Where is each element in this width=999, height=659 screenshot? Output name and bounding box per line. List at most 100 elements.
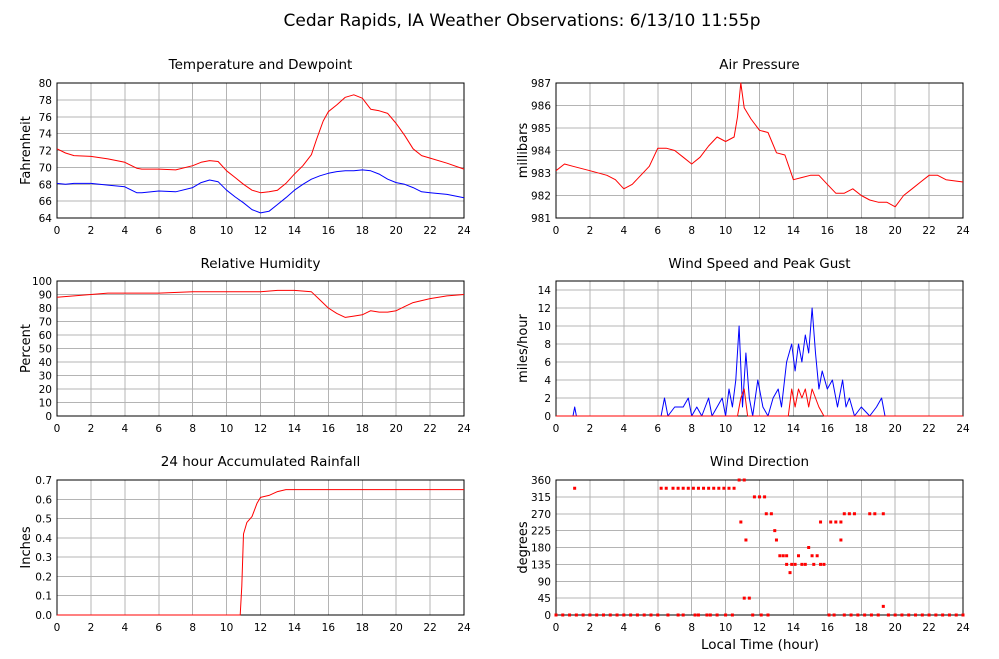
rain-y-tick-label: 0.4 [35, 533, 52, 545]
wind-x-tick-label: 24 [956, 423, 970, 435]
direction-series-1-point [601, 613, 605, 617]
humidity-x-tick-label: 22 [423, 423, 436, 435]
humidity-panel: 0 2 4 6 8 10 12 14 16 18 20 22 240102030405060708090… [19, 256, 471, 435]
wind-x-tick-label: 14 [787, 423, 801, 435]
direction-series-0-point [722, 486, 726, 490]
humidity-x-tick-label: 20 [389, 423, 402, 435]
temp-series-1-line [56, 169, 465, 214]
direction-series-1-point [574, 613, 578, 617]
direction-series-0-point [737, 478, 741, 482]
direction-series-1-point [869, 613, 873, 617]
rain-panel: 0 2 4 6 8 10 12 14 16 18 20 22 240.00.10.20.30.40.50… [19, 454, 471, 634]
temp-x-tick-label: 10 [220, 225, 233, 237]
direction-series-1-point [927, 613, 931, 617]
direction-series-0-point [671, 486, 675, 490]
direction-x-tick-label: 24 [956, 622, 970, 634]
rain-x-tick-label: 4 [121, 622, 128, 634]
direction-series-0-point [744, 538, 748, 542]
humidity-series-0-line [56, 289, 465, 318]
direction-series-0-point [752, 495, 756, 499]
pressure-y-tick-label: 986 [531, 101, 551, 113]
pressure-plot-frame [555, 82, 964, 219]
pressure-series-0-line [555, 82, 964, 208]
temp-y-tick-label: 80 [39, 78, 52, 90]
rain-x-tick-label: 22 [423, 622, 436, 634]
rain-y-tick-label: 0.3 [35, 552, 52, 564]
direction-x-tick-label: 0 [553, 622, 560, 634]
pressure-y-tick-label: 982 [531, 191, 551, 203]
wind-chart-title: Wind Speed and Peak Gust [668, 256, 850, 272]
direction-series-1-point [954, 613, 958, 617]
rain-x-tick-label: 18 [356, 622, 369, 634]
rain-y-tick-label: 0.2 [35, 571, 52, 583]
direction-y-axis-label: degrees [516, 521, 531, 574]
temp-y-axis-label: Fahrenheit [19, 116, 34, 185]
humidity-y-tick-label: 90 [39, 290, 52, 302]
wind-y-tick-label: 12 [538, 303, 551, 315]
rain-x-tick-label: 24 [457, 622, 471, 634]
humidity-y-tick-label: 60 [39, 330, 52, 342]
rain-y-axis-label: Inches [19, 526, 34, 568]
direction-series-0-point [842, 512, 846, 516]
wind-y-tick-label: 14 [538, 285, 552, 297]
direction-series-1-point [827, 613, 831, 617]
direction-series-0-point [686, 486, 690, 490]
direction-series-1-point [708, 613, 712, 617]
direction-series-1-point [856, 613, 860, 617]
direction-series-1-point [622, 613, 626, 617]
humidity-y-tick-label: 70 [39, 317, 52, 329]
direction-series-0-point [829, 520, 833, 524]
direction-series-1-point [832, 613, 836, 617]
pressure-y-tick-label: 984 [531, 146, 551, 158]
humidity-chart-title: Relative Humidity [201, 256, 321, 272]
direction-series-0-point [742, 478, 746, 482]
pressure-x-tick-label: 18 [855, 225, 868, 237]
pressure-x-tick-label: 14 [787, 225, 801, 237]
page-title: Cedar Rapids, IA Weather Observations: 6… [283, 11, 760, 31]
x-axis-label: Local Time (hour) [701, 637, 819, 653]
direction-series-0-point [873, 512, 877, 516]
wind-x-tick-label: 0 [553, 423, 560, 435]
rain-y-tick-label: 0.6 [35, 494, 52, 506]
direction-x-tick-label: 14 [787, 622, 801, 634]
wind-x-tick-label: 10 [719, 423, 732, 435]
rain-plot-frame [56, 479, 465, 616]
direction-x-tick-label: 2 [587, 622, 594, 634]
direction-series-1-point [863, 613, 867, 617]
direction-series-0-point [852, 512, 856, 516]
temp-panel: 0 2 4 6 8 10 12 14 16 18 20 22 24646668707274767880T… [19, 57, 471, 237]
direction-x-tick-label: 4 [620, 622, 627, 634]
pressure-x-tick-label: 24 [956, 225, 970, 237]
humidity-x-tick-label: 10 [220, 423, 233, 435]
direction-series-0-point [847, 512, 851, 516]
humidity-y-tick-label: 10 [39, 398, 52, 410]
direction-series-0-point [881, 512, 885, 516]
humidity-x-tick-label: 8 [189, 423, 196, 435]
temp-x-tick-label: 2 [88, 225, 95, 237]
direction-x-tick-label: 22 [922, 622, 935, 634]
wind-series-0-line [556, 307, 963, 417]
pressure-x-tick-label: 12 [753, 225, 766, 237]
temp-y-tick-label: 76 [39, 112, 53, 124]
direction-series-0-point [758, 495, 761, 499]
direction-series-1-point [696, 613, 700, 617]
direction-chart-title: Wind Direction [710, 454, 809, 470]
temp-y-tick-label: 72 [39, 146, 52, 158]
direction-series-0-point [822, 562, 826, 566]
rain-x-tick-label: 8 [189, 622, 196, 634]
rain-x-tick-label: 12 [254, 622, 267, 634]
temp-y-tick-label: 78 [39, 95, 52, 107]
humidity-x-tick-label: 0 [54, 423, 61, 435]
direction-y-tick-label: 135 [531, 559, 551, 571]
wind-x-tick-label: 8 [688, 423, 695, 435]
temp-y-tick-label: 74 [39, 129, 53, 141]
humidity-y-tick-label: 40 [39, 357, 52, 369]
rain-x-tick-label: 10 [220, 622, 233, 634]
direction-series-0-point [769, 512, 773, 516]
pressure-chart-title: Air Pressure [719, 57, 799, 73]
temp-x-tick-label: 16 [322, 225, 336, 237]
direction-series-0-point [781, 554, 785, 558]
direction-series-1-point [693, 613, 697, 617]
direction-series-0-point [702, 486, 706, 490]
temp-x-tick-label: 14 [288, 225, 302, 237]
